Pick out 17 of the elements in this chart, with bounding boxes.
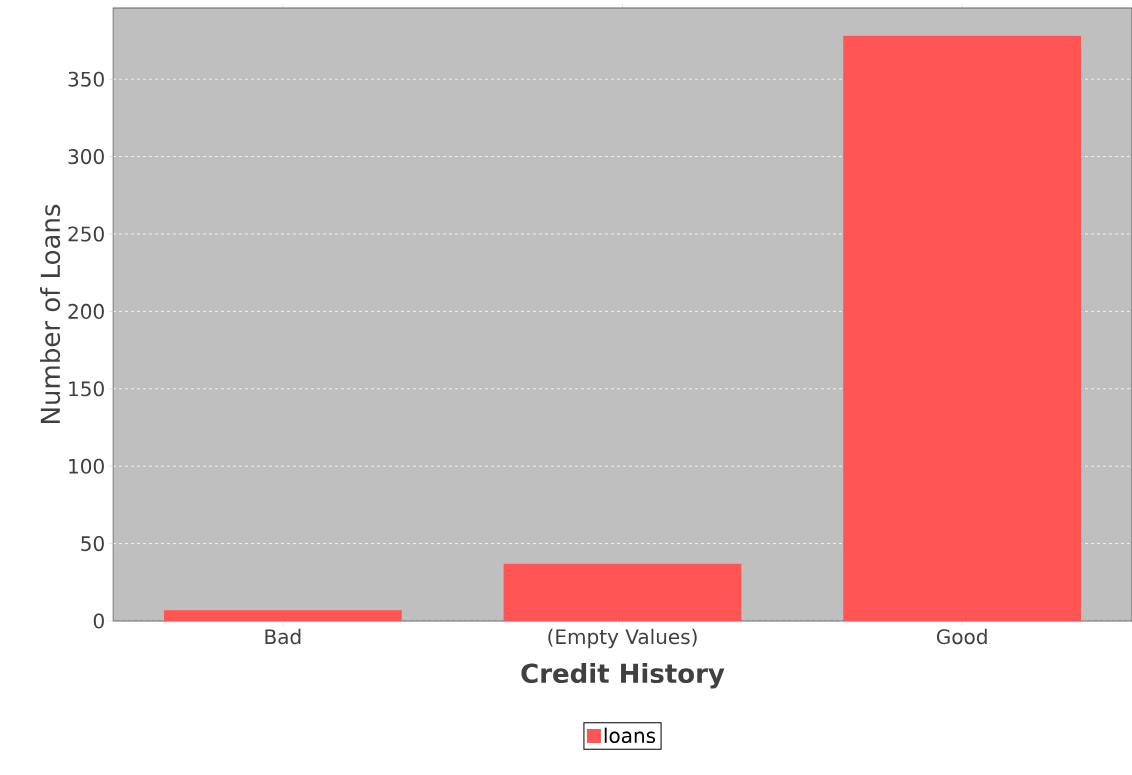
y-tick-label: 150 — [69, 381, 104, 397]
y-tick-label: 200 — [68, 303, 104, 319]
y-tick-label: 100 — [69, 458, 104, 474]
y-axis-title: Number of Loans — [40, 204, 61, 423]
bar — [843, 35, 1082, 621]
y-tick-label: 250 — [68, 226, 104, 242]
y-tick-label: 350 — [68, 71, 104, 87]
legend-label: loans — [604, 727, 656, 744]
x-tick-label: Bad — [265, 628, 301, 645]
y-tick-label: 0 — [93, 613, 104, 629]
x-tick-label: (Empty Values) — [548, 628, 697, 649]
x-tick-label: Good — [936, 628, 987, 645]
bar — [163, 610, 402, 621]
y-tick-label: 300 — [68, 149, 104, 165]
x-axis-title: Credit History — [521, 663, 725, 689]
y-tick-label: 50 — [81, 536, 104, 552]
bar — [503, 563, 742, 621]
